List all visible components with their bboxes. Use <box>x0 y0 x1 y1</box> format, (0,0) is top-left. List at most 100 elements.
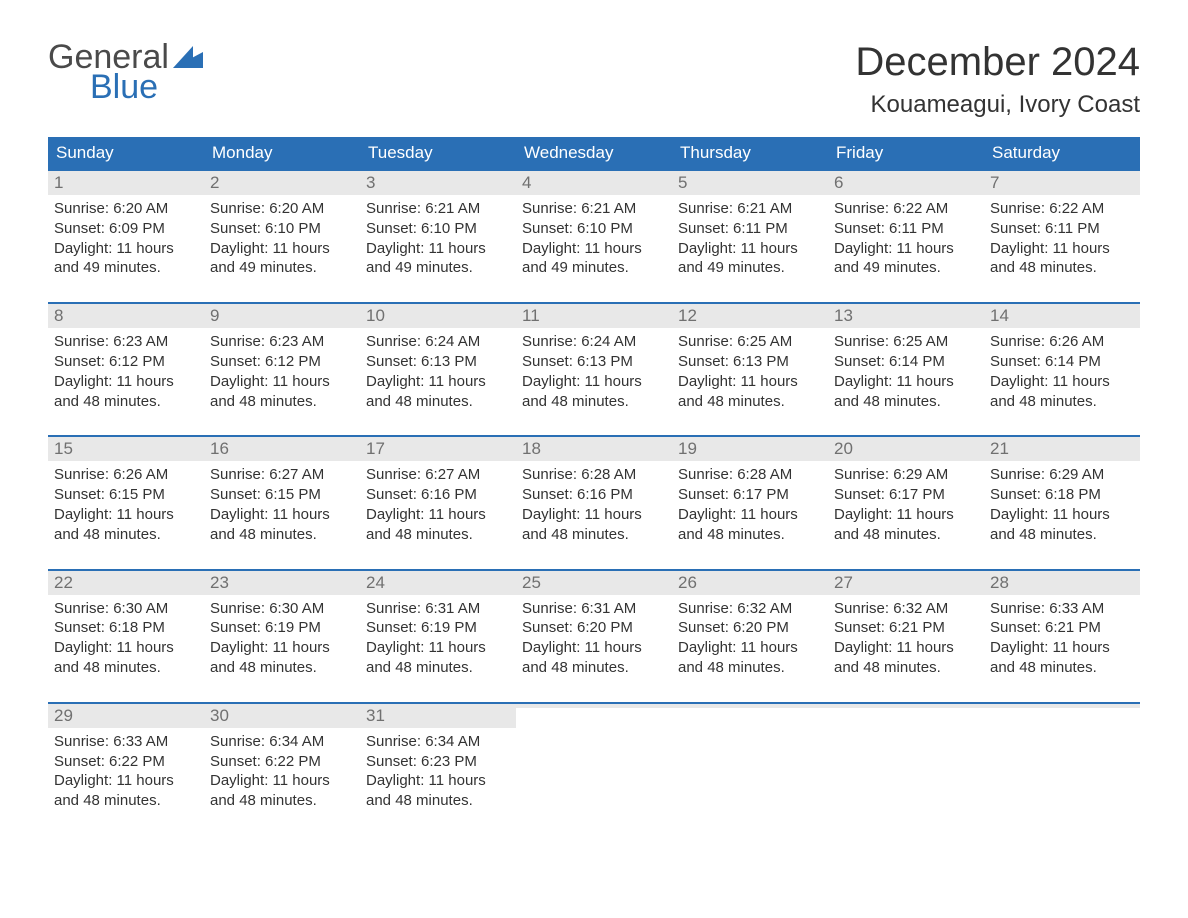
weekday-header: Wednesday <box>516 137 672 169</box>
day-number-row: 12 <box>672 304 828 328</box>
day-line-sunrise: Sunrise: 6:25 AM <box>834 332 978 352</box>
day-number: 20 <box>828 437 984 461</box>
day-number-row: 20 <box>828 437 984 461</box>
day-line-sunrise: Sunrise: 6:20 AM <box>54 199 198 219</box>
day-line-d1: Daylight: 11 hours <box>834 239 978 259</box>
day-line-sunrise: Sunrise: 6:21 AM <box>522 199 666 219</box>
day-number-row: 18 <box>516 437 672 461</box>
day-number-row: 19 <box>672 437 828 461</box>
day-number-row: 28 <box>984 571 1140 595</box>
day-line-d1: Daylight: 11 hours <box>54 372 198 392</box>
day-details: Sunrise: 6:24 AMSunset: 6:13 PMDaylight:… <box>516 328 672 411</box>
calendar-day: 9Sunrise: 6:23 AMSunset: 6:12 PMDaylight… <box>204 304 360 417</box>
day-number: 2 <box>204 171 360 195</box>
day-line-sunset: Sunset: 6:22 PM <box>210 752 354 772</box>
day-number-row: 23 <box>204 571 360 595</box>
day-line-sunrise: Sunrise: 6:23 AM <box>210 332 354 352</box>
day-line-d1: Daylight: 11 hours <box>366 239 510 259</box>
day-details: Sunrise: 6:22 AMSunset: 6:11 PMDaylight:… <box>984 195 1140 278</box>
calendar-day: 1Sunrise: 6:20 AMSunset: 6:09 PMDaylight… <box>48 171 204 284</box>
day-line-d1: Daylight: 11 hours <box>522 239 666 259</box>
day-number-row <box>516 704 672 708</box>
calendar-week: 1Sunrise: 6:20 AMSunset: 6:09 PMDaylight… <box>48 169 1140 284</box>
day-line-d1: Daylight: 11 hours <box>990 638 1134 658</box>
day-number-row: 16 <box>204 437 360 461</box>
calendar-day: 14Sunrise: 6:26 AMSunset: 6:14 PMDayligh… <box>984 304 1140 417</box>
day-line-sunset: Sunset: 6:21 PM <box>834 618 978 638</box>
day-number-row: 7 <box>984 171 1140 195</box>
weekday-header: Thursday <box>672 137 828 169</box>
day-line-sunset: Sunset: 6:12 PM <box>54 352 198 372</box>
day-number: 25 <box>516 571 672 595</box>
day-number: 14 <box>984 304 1140 328</box>
day-line-sunrise: Sunrise: 6:25 AM <box>678 332 822 352</box>
day-line-d1: Daylight: 11 hours <box>210 771 354 791</box>
day-number: 27 <box>828 571 984 595</box>
day-line-d2: and 48 minutes. <box>210 791 354 811</box>
day-line-d1: Daylight: 11 hours <box>678 239 822 259</box>
calendar-day: 19Sunrise: 6:28 AMSunset: 6:17 PMDayligh… <box>672 437 828 550</box>
day-line-d1: Daylight: 11 hours <box>366 372 510 392</box>
day-line-d2: and 48 minutes. <box>210 525 354 545</box>
calendar-day: 12Sunrise: 6:25 AMSunset: 6:13 PMDayligh… <box>672 304 828 417</box>
day-details: Sunrise: 6:29 AMSunset: 6:18 PMDaylight:… <box>984 461 1140 544</box>
day-line-d2: and 49 minutes. <box>54 258 198 278</box>
day-line-d1: Daylight: 11 hours <box>366 771 510 791</box>
day-details: Sunrise: 6:26 AMSunset: 6:15 PMDaylight:… <box>48 461 204 544</box>
day-line-d2: and 48 minutes. <box>366 791 510 811</box>
day-number-row: 4 <box>516 171 672 195</box>
day-line-sunrise: Sunrise: 6:22 AM <box>834 199 978 219</box>
day-details: Sunrise: 6:34 AMSunset: 6:22 PMDaylight:… <box>204 728 360 811</box>
day-number-row: 13 <box>828 304 984 328</box>
day-number: 8 <box>48 304 204 328</box>
day-line-d1: Daylight: 11 hours <box>990 372 1134 392</box>
calendar-week: 8Sunrise: 6:23 AMSunset: 6:12 PMDaylight… <box>48 302 1140 417</box>
day-line-d1: Daylight: 11 hours <box>834 505 978 525</box>
day-details: Sunrise: 6:28 AMSunset: 6:16 PMDaylight:… <box>516 461 672 544</box>
day-line-d2: and 48 minutes. <box>990 525 1134 545</box>
day-line-d1: Daylight: 11 hours <box>990 505 1134 525</box>
calendar-day: 26Sunrise: 6:32 AMSunset: 6:20 PMDayligh… <box>672 571 828 684</box>
day-number-row: 1 <box>48 171 204 195</box>
calendar-day: 5Sunrise: 6:21 AMSunset: 6:11 PMDaylight… <box>672 171 828 284</box>
day-details: Sunrise: 6:27 AMSunset: 6:16 PMDaylight:… <box>360 461 516 544</box>
calendar-week: 29Sunrise: 6:33 AMSunset: 6:22 PMDayligh… <box>48 702 1140 817</box>
day-details: Sunrise: 6:31 AMSunset: 6:19 PMDaylight:… <box>360 595 516 678</box>
day-line-d2: and 48 minutes. <box>990 658 1134 678</box>
day-details: Sunrise: 6:23 AMSunset: 6:12 PMDaylight:… <box>204 328 360 411</box>
brand-logo: General Blue <box>48 40 203 104</box>
day-number: 9 <box>204 304 360 328</box>
day-line-sunset: Sunset: 6:13 PM <box>678 352 822 372</box>
day-line-sunrise: Sunrise: 6:27 AM <box>366 465 510 485</box>
calendar-day: 2Sunrise: 6:20 AMSunset: 6:10 PMDaylight… <box>204 171 360 284</box>
day-number: 16 <box>204 437 360 461</box>
day-number-row: 21 <box>984 437 1140 461</box>
day-number-row: 27 <box>828 571 984 595</box>
weekday-header: Friday <box>828 137 984 169</box>
day-number: 10 <box>360 304 516 328</box>
day-line-d2: and 48 minutes. <box>834 392 978 412</box>
day-details: Sunrise: 6:32 AMSunset: 6:20 PMDaylight:… <box>672 595 828 678</box>
calendar: Sunday Monday Tuesday Wednesday Thursday… <box>48 137 1140 817</box>
calendar-day: 16Sunrise: 6:27 AMSunset: 6:15 PMDayligh… <box>204 437 360 550</box>
location-subtitle: Kouameagui, Ivory Coast <box>855 91 1140 119</box>
day-number: 21 <box>984 437 1140 461</box>
day-details: Sunrise: 6:21 AMSunset: 6:10 PMDaylight:… <box>360 195 516 278</box>
calendar-day: 31Sunrise: 6:34 AMSunset: 6:23 PMDayligh… <box>360 704 516 817</box>
day-number: 7 <box>984 171 1140 195</box>
day-line-sunset: Sunset: 6:12 PM <box>210 352 354 372</box>
day-number-row: 25 <box>516 571 672 595</box>
day-line-d2: and 48 minutes. <box>990 258 1134 278</box>
day-line-d1: Daylight: 11 hours <box>678 505 822 525</box>
day-number-row: 14 <box>984 304 1140 328</box>
calendar-day: 24Sunrise: 6:31 AMSunset: 6:19 PMDayligh… <box>360 571 516 684</box>
calendar-day: 30Sunrise: 6:34 AMSunset: 6:22 PMDayligh… <box>204 704 360 817</box>
day-line-d2: and 48 minutes. <box>210 392 354 412</box>
day-line-sunrise: Sunrise: 6:23 AM <box>54 332 198 352</box>
brand-word2: Blue <box>90 70 203 104</box>
day-line-d1: Daylight: 11 hours <box>990 239 1134 259</box>
day-number-row: 5 <box>672 171 828 195</box>
calendar-day: 3Sunrise: 6:21 AMSunset: 6:10 PMDaylight… <box>360 171 516 284</box>
day-details: Sunrise: 6:25 AMSunset: 6:13 PMDaylight:… <box>672 328 828 411</box>
day-number: 23 <box>204 571 360 595</box>
